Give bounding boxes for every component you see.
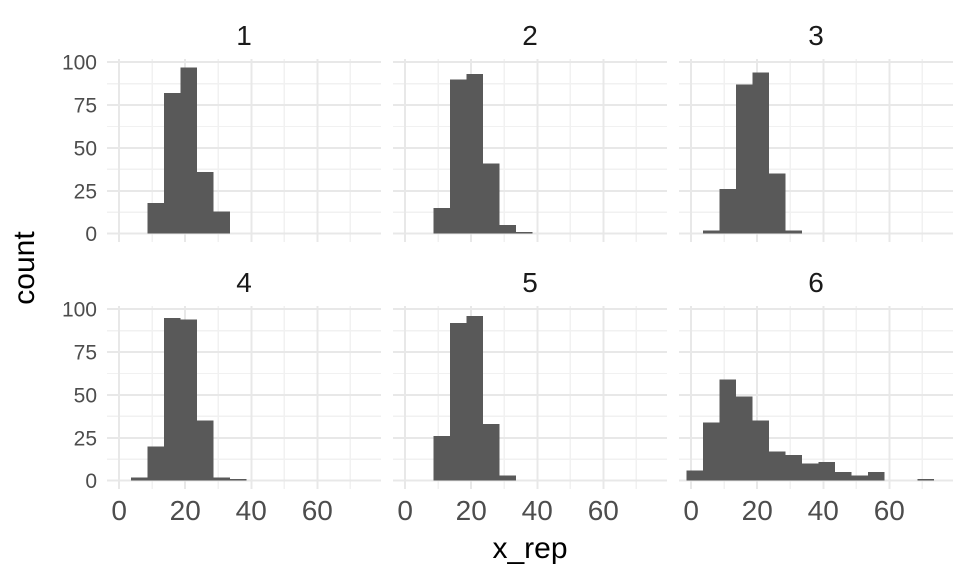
x-tick-label: 60 <box>302 495 333 526</box>
histogram-bar <box>499 225 516 234</box>
histogram-bar <box>499 475 516 481</box>
y-tick-label: 0 <box>85 470 97 493</box>
facet-label: 1 <box>236 20 252 51</box>
histogram-bar <box>466 74 483 234</box>
histogram-bar <box>482 163 500 234</box>
histogram-bar <box>719 379 736 481</box>
y-tick-label: 75 <box>74 342 97 365</box>
histogram-bar <box>719 189 736 234</box>
x-tick-label: 60 <box>874 495 905 526</box>
y-tick-label: 50 <box>74 137 97 160</box>
histogram-bar <box>213 477 230 481</box>
histogram-bar <box>818 461 835 481</box>
x-tick-label: 60 <box>588 495 619 526</box>
histogram-bar <box>785 454 802 481</box>
facet-label: 6 <box>808 267 824 298</box>
y-tick-label: 25 <box>74 427 97 450</box>
histogram-bar <box>163 317 181 481</box>
histogram-bar <box>867 472 885 481</box>
x-tick-label: 0 <box>111 495 127 526</box>
y-tick-label: 75 <box>74 95 97 118</box>
histogram-bar <box>196 420 214 481</box>
histogram-bar <box>702 230 720 234</box>
histogram-bar <box>196 171 214 234</box>
x-axis-title: x_rep <box>492 532 568 565</box>
histogram-bar <box>768 451 786 481</box>
facet-label: 4 <box>236 267 252 298</box>
x-tick-label: 40 <box>808 495 839 526</box>
x-tick-label: 40 <box>522 495 553 526</box>
x-tick-label: 40 <box>236 495 267 526</box>
histogram-bar <box>130 477 148 481</box>
histogram-bar <box>163 93 181 234</box>
y-tick-label: 100 <box>62 52 97 75</box>
histogram-bar <box>147 202 164 234</box>
histogram-bar <box>917 478 934 481</box>
histogram-bar <box>752 420 769 481</box>
histogram-bar <box>180 319 197 481</box>
histogram-bar <box>851 475 868 481</box>
histogram-bar <box>433 436 450 481</box>
y-tick-label: 50 <box>74 384 97 407</box>
histogram-bar <box>449 322 467 481</box>
histogram-bar <box>180 67 197 234</box>
histogram-bar <box>735 396 753 481</box>
histogram-bar <box>735 84 753 234</box>
histogram-bar <box>449 79 467 234</box>
x-tick-label: 0 <box>397 495 413 526</box>
x-tick-label: 20 <box>456 495 487 526</box>
y-tick-label: 100 <box>62 299 97 322</box>
histogram-bar <box>702 422 720 481</box>
histogram-bar <box>515 231 533 234</box>
facet-label: 2 <box>522 20 538 51</box>
histogram-bar <box>466 316 483 481</box>
histogram-bar <box>834 472 852 481</box>
histogram-bar <box>147 446 164 481</box>
histogram-bar <box>752 72 769 234</box>
x-tick-label: 20 <box>742 495 773 526</box>
histogram-bar <box>801 463 819 481</box>
facet-label: 3 <box>808 20 824 51</box>
y-axis-title: count <box>8 231 41 305</box>
x-tick-label: 0 <box>683 495 699 526</box>
x-tick-label: 20 <box>170 495 201 526</box>
y-tick-label: 25 <box>74 180 97 203</box>
histogram-bar <box>768 173 786 234</box>
histogram-bar <box>433 207 450 234</box>
histogram-bar <box>213 211 230 234</box>
histogram-bar <box>686 470 703 481</box>
histogram-bar <box>482 424 500 481</box>
histogram-bar <box>785 230 802 234</box>
facet-label: 5 <box>522 267 538 298</box>
histogram-bar <box>229 478 247 481</box>
y-tick-label: 0 <box>85 223 97 246</box>
